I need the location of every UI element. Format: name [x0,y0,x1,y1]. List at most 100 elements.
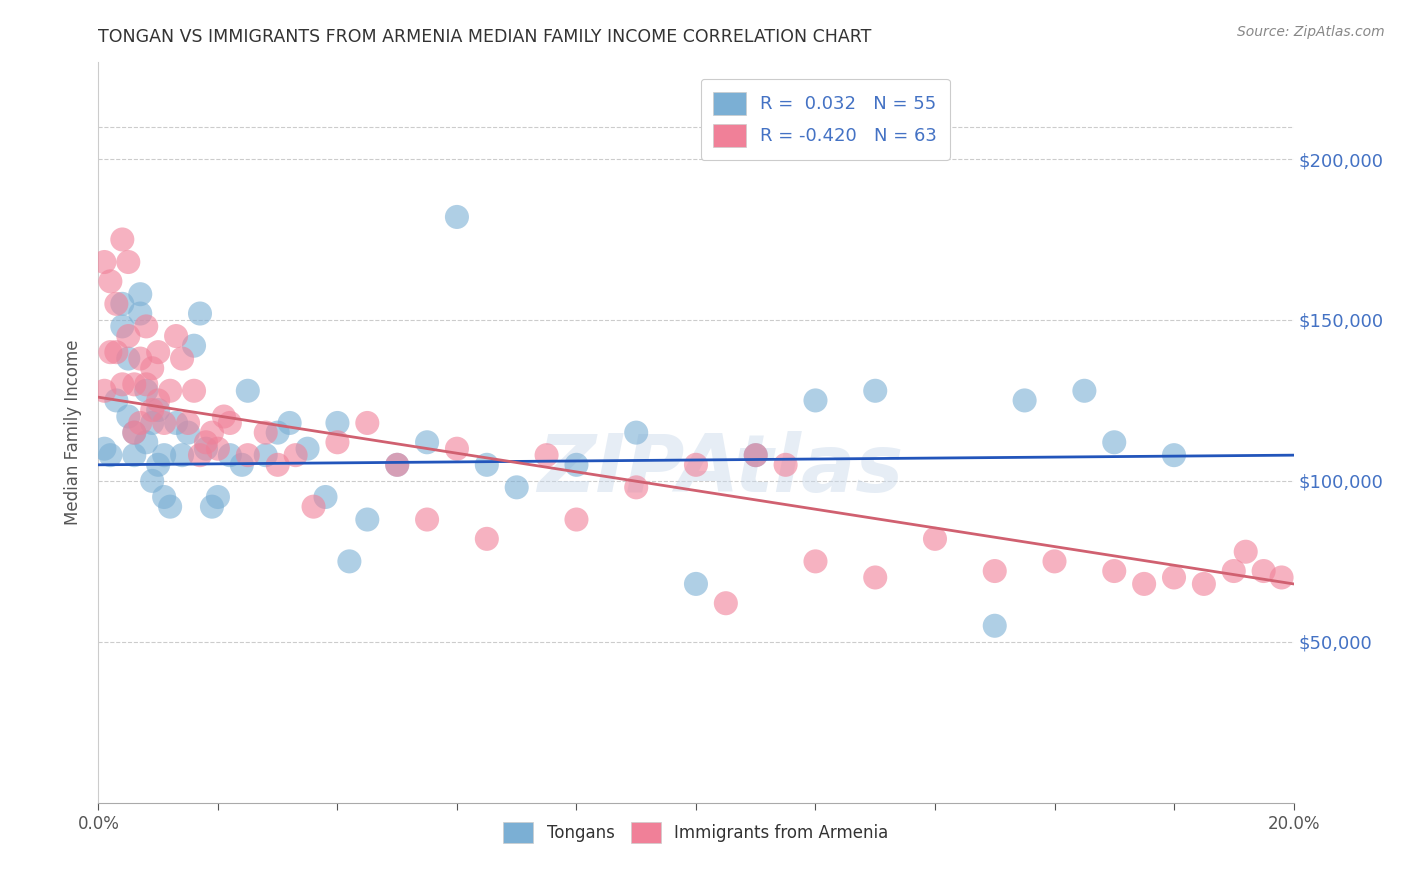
Point [565,512,588,526]
Point [326,435,349,450]
Point [302,500,325,514]
Point [207,490,229,504]
Point [148,458,170,472]
Text: Source: ZipAtlas.com: Source: ZipAtlas.com [1237,25,1385,39]
Point [105,297,128,311]
Point [165,329,187,343]
Point [356,416,378,430]
Point [135,377,157,392]
Point [565,458,588,472]
Point [326,416,349,430]
Point [745,448,768,462]
Point [804,393,827,408]
Point [254,425,277,440]
Point [177,416,200,430]
Text: ZIPAtlas: ZIPAtlas [537,431,903,508]
Point [1253,564,1275,578]
Point [117,255,139,269]
Point [536,448,558,462]
Point [714,596,737,610]
Point [111,377,134,392]
Point [475,532,498,546]
Point [165,416,187,430]
Point [685,577,707,591]
Point [129,306,152,320]
Point [475,458,498,472]
Point [1104,435,1126,450]
Point [1234,545,1257,559]
Point [177,425,200,440]
Point [124,448,146,462]
Point [117,409,139,424]
Point [141,361,163,376]
Point [416,435,439,450]
Point [148,345,170,359]
Point [446,210,468,224]
Point [236,448,259,462]
Point [284,448,307,462]
Point [105,393,128,408]
Point [297,442,319,456]
Point [141,474,163,488]
Point [124,377,146,392]
Point [236,384,259,398]
Point [626,480,648,494]
Point [212,409,235,424]
Point [1043,554,1066,568]
Point [183,339,205,353]
Point [135,435,157,450]
Point [207,442,229,456]
Point [124,425,146,440]
Point [148,393,170,408]
Point [219,416,242,430]
Point [267,425,290,440]
Point [1163,570,1185,584]
Legend: Tongans, Immigrants from Armenia: Tongans, Immigrants from Armenia [496,815,896,850]
Point [159,500,181,514]
Point [385,458,409,472]
Point [188,448,211,462]
Point [153,490,176,504]
Point [98,274,122,288]
Text: TONGAN VS IMMIGRANTS FROM ARMENIA MEDIAN FAMILY INCOME CORRELATION CHART: TONGAN VS IMMIGRANTS FROM ARMENIA MEDIAN… [98,28,872,45]
Point [626,425,648,440]
Point [1163,448,1185,462]
Point [172,351,194,366]
Point [153,448,176,462]
Point [111,232,134,246]
Point [172,448,194,462]
Point [984,619,1007,633]
Point [775,458,797,472]
Point [745,448,768,462]
Point [385,458,409,472]
Point [105,345,128,359]
Point [129,351,152,366]
Point [1192,577,1215,591]
Point [111,319,134,334]
Point [124,425,146,440]
Point [446,442,468,456]
Point [183,384,205,398]
Point [141,403,163,417]
Point [865,384,887,398]
Point [117,351,139,366]
Point [506,480,529,494]
Point [135,384,157,398]
Point [278,416,301,430]
Point [416,512,439,526]
Point [1271,570,1294,584]
Point [141,416,163,430]
Point [1073,384,1095,398]
Point [129,416,152,430]
Point [339,554,361,568]
Point [685,458,707,472]
Point [356,512,378,526]
Point [804,554,827,568]
Point [93,255,115,269]
Point [201,425,224,440]
Point [1223,564,1246,578]
Y-axis label: Median Family Income: Median Family Income [65,340,83,525]
Point [98,345,122,359]
Point [93,384,115,398]
Point [135,319,157,334]
